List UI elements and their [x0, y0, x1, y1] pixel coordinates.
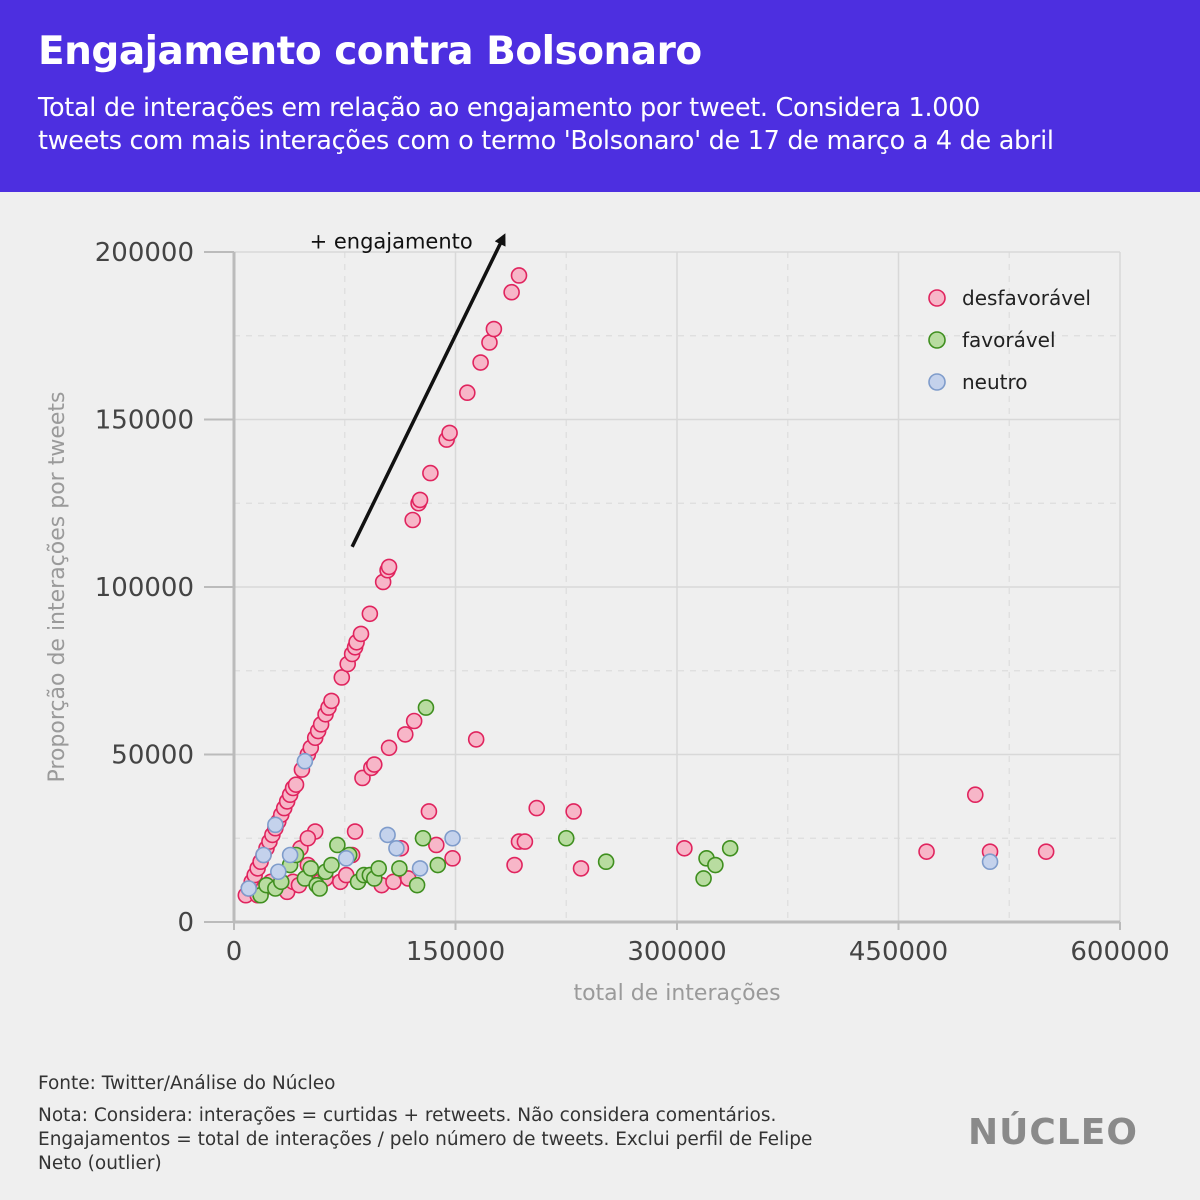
y-tick-label: 50000 — [111, 741, 194, 771]
data-point — [396, 726, 414, 743]
data-point — [516, 833, 534, 850]
legend-marker — [928, 373, 946, 391]
data-point — [380, 739, 398, 757]
data-point — [695, 870, 712, 887]
data-point — [408, 876, 426, 894]
data-point — [485, 320, 503, 338]
data-point — [420, 803, 438, 820]
x-tick-label: 300000 — [627, 937, 726, 967]
data-point — [966, 786, 984, 804]
data-point — [391, 860, 408, 877]
legend-label: favorável — [962, 328, 1056, 352]
data-point — [506, 856, 523, 874]
data-point — [414, 829, 432, 847]
data-point — [1037, 843, 1055, 860]
data-point — [361, 605, 379, 623]
data-point — [296, 752, 314, 770]
data-point — [565, 803, 582, 820]
chart-title: Engajamento contra Bolsonaro — [38, 29, 702, 74]
data-point — [441, 424, 458, 442]
axes: 0 150000 300000 450000 600000 0 50000 100000 150… — [95, 238, 1170, 967]
data-point — [444, 850, 461, 867]
engagement-arrow — [350, 233, 506, 548]
data-point — [472, 354, 489, 371]
data-point — [429, 856, 447, 874]
x-tick-label: 600000 — [1070, 937, 1169, 967]
data-point — [302, 860, 320, 877]
data-point — [721, 839, 739, 857]
data-point — [467, 731, 485, 748]
data-point — [405, 712, 423, 730]
data-point — [379, 826, 396, 844]
data-point — [411, 860, 429, 877]
footer: Fonte: Twitter/Análise do Núcleo Nota: C… — [38, 1072, 938, 1176]
y-tick-label: 150000 — [95, 406, 194, 436]
data-point — [346, 823, 364, 840]
data-point — [323, 856, 340, 874]
legend-marker — [928, 331, 946, 349]
data-points — [237, 267, 1055, 904]
data-point — [404, 511, 421, 529]
data-point — [981, 853, 999, 871]
data-point — [299, 829, 317, 847]
x-tick-label: 150000 — [406, 937, 505, 967]
legend-marker — [928, 289, 946, 307]
data-point — [287, 776, 305, 793]
nucleo-logo: NÚCLEO — [968, 1112, 1138, 1153]
data-point — [510, 267, 528, 284]
data-point — [459, 384, 476, 401]
note-line-2: Engajamentos = total de interações / pel… — [38, 1129, 813, 1150]
data-point — [370, 860, 388, 877]
x-tick-label: 450000 — [849, 937, 948, 967]
y-tick-label: 200000 — [95, 238, 194, 268]
x-tick-label: 0 — [226, 937, 243, 967]
subtitle-line-2: tweets com mais interações com o termo '… — [38, 126, 1054, 156]
annotation: + engajamento — [310, 230, 506, 548]
data-point — [323, 692, 340, 710]
y-tick-label: 100000 — [95, 573, 194, 603]
y-axis-title: Proporção de interações por tweets — [45, 392, 70, 783]
data-point — [388, 839, 405, 857]
data-point — [597, 853, 615, 871]
data-point — [444, 829, 461, 847]
chart-subtitle: Total de interações em relação ao engaja… — [38, 92, 1162, 158]
data-point — [255, 846, 272, 864]
data-point — [528, 799, 546, 817]
data-point — [281, 846, 299, 864]
data-point — [422, 464, 439, 482]
data-point — [572, 860, 590, 877]
data-point — [557, 829, 575, 847]
data-point — [352, 625, 370, 643]
data-point — [918, 843, 935, 860]
subtitle-line-1: Total de interações em relação ao engaja… — [38, 93, 981, 123]
scatter-chart: 0 150000 300000 450000 600000 0 50000 100000 150… — [45, 230, 1170, 1006]
grid — [234, 251, 1121, 922]
data-point — [240, 880, 258, 897]
legend-label: desfavorável — [962, 286, 1091, 310]
y-tick-label: 0 — [177, 908, 194, 938]
data-point — [411, 491, 429, 509]
legend-label: neutro — [962, 370, 1028, 394]
data-point — [380, 558, 398, 576]
legend: desfavorável favorável neutro — [928, 286, 1091, 394]
x-axis-title: total de interações — [573, 981, 780, 1006]
data-point — [267, 816, 284, 834]
data-point — [428, 836, 445, 854]
data-point — [365, 756, 383, 773]
data-point — [333, 669, 351, 686]
data-point — [269, 863, 287, 881]
data-point — [311, 880, 328, 897]
data-point — [676, 839, 693, 857]
data-point — [707, 856, 724, 874]
annotation-label: + engajamento — [310, 230, 473, 254]
data-point — [417, 699, 435, 716]
data-point — [503, 283, 520, 301]
note-line-1: Nota: Considera: interações = curtidas +… — [38, 1105, 777, 1126]
note-line-3: Neto (outlier) — [38, 1153, 162, 1174]
source-note: Fonte: Twitter/Análise do Núcleo — [38, 1073, 336, 1094]
data-point — [337, 850, 355, 867]
header: Engajamento contra Bolsonaro Total de in… — [0, 0, 1200, 192]
data-point — [329, 836, 346, 854]
